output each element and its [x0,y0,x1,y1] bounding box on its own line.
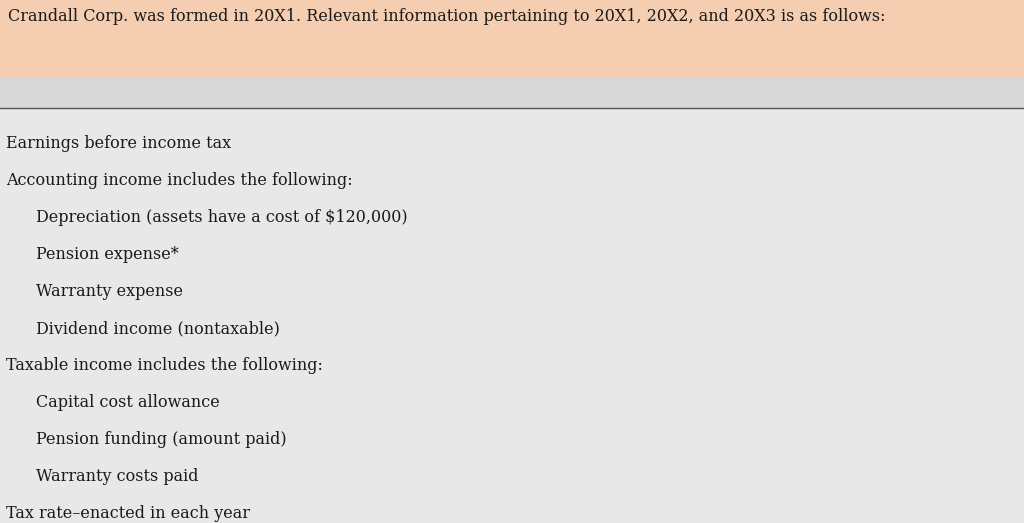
Text: Dividend income (nontaxable): Dividend income (nontaxable) [36,320,280,337]
Text: Warranty expense: Warranty expense [36,283,183,300]
Text: Taxable income includes the following:: Taxable income includes the following: [6,357,323,374]
Text: Earnings before income tax: Earnings before income tax [6,135,231,152]
Bar [0,0,1024,78]
Text: Depreciation (assets have a cost of $120,000): Depreciation (assets have a cost of $120… [36,209,408,226]
Text: Pension expense*: Pension expense* [36,246,179,263]
Text: Tax rate–enacted in each year: Tax rate–enacted in each year [6,505,250,522]
Text: Warranty costs paid: Warranty costs paid [36,468,199,485]
Text: Capital cost allowance: Capital cost allowance [36,394,220,411]
Text: Pension funding (amount paid): Pension funding (amount paid) [36,431,287,448]
Bar [0,78,1024,108]
Text: Accounting income includes the following:: Accounting income includes the following… [6,172,352,189]
Text: Crandall Corp. was formed in 20X1. Relevant information pertaining to 20X1, 20X2: Crandall Corp. was formed in 20X1. Relev… [8,8,886,25]
